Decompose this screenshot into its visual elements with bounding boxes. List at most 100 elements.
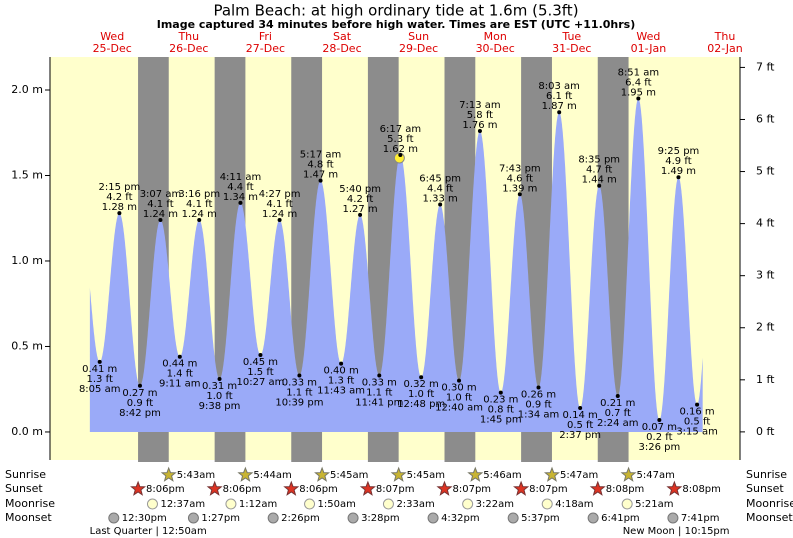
tide-label: 10:39 pm — [275, 398, 323, 409]
moonrise-icon — [462, 498, 474, 510]
moonset-icon — [427, 512, 439, 524]
day-name: Sat — [333, 30, 352, 43]
sunrise-icon — [237, 466, 254, 482]
tide-point — [597, 183, 602, 188]
sunset-icon — [359, 480, 376, 496]
y2-tick-label: 3 ft — [756, 269, 775, 282]
y2-tick-label: 2 ft — [756, 321, 775, 334]
tide-label: 4:11 am — [220, 172, 262, 183]
tide-label: 1.62 m — [383, 144, 418, 155]
tide-label: 1.33 m — [423, 194, 458, 205]
day-name: Fri — [259, 30, 272, 43]
tide-label: 1.28 m — [102, 202, 137, 213]
tide-label: 1.39 m — [502, 183, 537, 194]
tide-label: 12:48 pm — [397, 399, 445, 410]
tide-label: 3:07 am — [140, 189, 182, 200]
tide-label: 0.41 m — [82, 364, 117, 375]
tide-label: 6:17 am — [380, 124, 422, 135]
tide-label: 8:05 am — [79, 384, 121, 395]
tide-point — [517, 192, 522, 197]
moonset-icon — [587, 512, 599, 524]
tide-label: 1:45 pm — [480, 415, 522, 426]
tide-label: 10:27 am — [237, 377, 285, 388]
sunrise-icon — [314, 466, 331, 482]
tide-point — [615, 394, 620, 399]
tide-label: 1.24 m — [182, 209, 217, 220]
tide-label: 1.95 m — [621, 88, 656, 99]
moonrise-icon — [621, 498, 633, 510]
tide-point — [238, 200, 243, 205]
tide-label: 1.76 m — [462, 120, 497, 131]
tide-label: 4.9 ft — [665, 156, 691, 167]
tide-point — [578, 406, 583, 411]
tide-label: 1.5 ft — [247, 367, 273, 378]
tide-label: 2:15 pm — [99, 182, 141, 193]
row-label: Moonset — [5, 511, 52, 524]
tide-label: 0.31 m — [202, 381, 237, 392]
sunrise-time: 5:45am — [407, 470, 445, 481]
day-date: 29-Dec — [399, 42, 438, 55]
tide-label: 0.5 ft — [684, 417, 710, 428]
moonset-icon — [347, 512, 359, 524]
tide-label: 2:37 pm — [559, 430, 601, 441]
day-name: Thu — [714, 30, 736, 43]
tide-label: 1.0 ft — [446, 393, 472, 404]
tide-label: 0.21 m — [600, 398, 635, 409]
tide-label: 4.4 ft — [227, 182, 253, 193]
day-date: 02-Jan — [707, 42, 743, 55]
tide-point — [358, 212, 363, 217]
y-tick-label: 0.5 m — [11, 339, 43, 352]
tide-label: 4.1 ft — [147, 199, 173, 210]
tide-label: 12:40 am — [435, 403, 483, 414]
tide-label: 0.9 ft — [525, 400, 551, 411]
tide-label: 4.1 ft — [186, 199, 212, 210]
moonrise-time: 4:18am — [555, 499, 593, 510]
tide-label: 4.8 ft — [307, 160, 333, 171]
moonset-icon — [108, 512, 120, 524]
sunrise-icon — [160, 466, 177, 482]
moonrise-icon — [146, 498, 158, 510]
tide-label: 1.1 ft — [366, 388, 392, 399]
day-date: 01-Jan — [631, 42, 667, 55]
y2-tick-label: 5 ft — [756, 165, 775, 178]
moonset-time: 2:26pm — [281, 513, 320, 524]
tide-point — [695, 402, 700, 407]
tide-label: 0.16 m — [679, 407, 714, 418]
tide-label: 8:42 pm — [119, 408, 161, 419]
tide-label: 5.3 ft — [387, 134, 413, 145]
day-name: Wed — [100, 30, 124, 43]
tide-point — [277, 217, 282, 222]
y-tick-label: 1.0 m — [11, 254, 43, 267]
day-date: 25-Dec — [93, 42, 132, 55]
tide-point — [97, 359, 102, 364]
tide-label: 1.49 m — [661, 166, 696, 177]
sunset-time: 8:06pm — [223, 484, 262, 495]
moonset-icon — [187, 512, 199, 524]
tide-label: 4.2 ft — [347, 194, 373, 205]
sunrise-time: 5:47am — [560, 470, 598, 481]
day-name: Wed — [636, 30, 660, 43]
tide-label: 8:35 pm — [578, 155, 620, 166]
day-name: Sun — [408, 30, 429, 43]
tide-label: 0.2 ft — [646, 432, 672, 443]
tide-label: 1.47 m — [303, 170, 338, 181]
moonset-time: 12:30pm — [122, 513, 167, 524]
tide-label: 11:43 am — [317, 386, 365, 397]
tide-label: 0.14 m — [563, 410, 598, 421]
tide-label: 0.07 m — [642, 422, 677, 433]
y-tick-label: 2.0 m — [11, 83, 43, 96]
moonrise-time: 12:37am — [160, 499, 205, 510]
sunrise-icon — [543, 466, 560, 482]
tide-label: 3:16 pm — [178, 189, 220, 200]
sunset-icon — [206, 480, 223, 496]
tide-label: 0.8 ft — [488, 405, 514, 416]
tide-point — [657, 417, 662, 422]
moonset-time: 5:37pm — [521, 513, 560, 524]
row-label: Sunset — [746, 482, 784, 495]
moonrise-time: 1:12am — [239, 499, 277, 510]
sunset-icon — [589, 480, 606, 496]
tide-point — [377, 373, 382, 378]
tide-label: 1.24 m — [262, 209, 297, 220]
tide-label: 0.33 m — [282, 378, 317, 389]
y2-tick-label: 6 ft — [756, 112, 775, 125]
